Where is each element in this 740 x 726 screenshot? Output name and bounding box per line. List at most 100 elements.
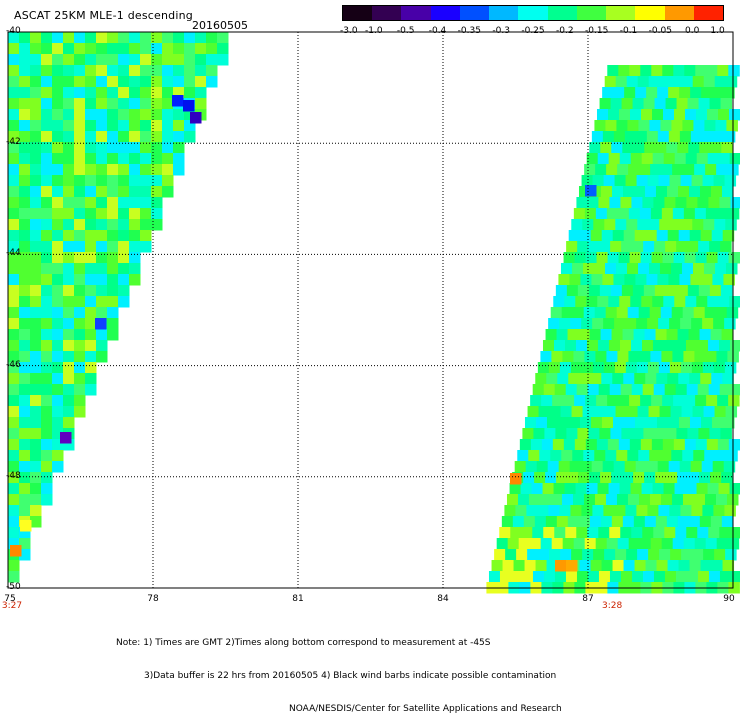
wind-cell	[639, 164, 651, 176]
wind-cell	[8, 274, 20, 286]
wind-cell	[8, 197, 20, 209]
wind-cell	[695, 65, 707, 77]
wind-cell	[30, 516, 42, 528]
wind-cell	[671, 307, 684, 319]
wind-cell	[530, 395, 542, 407]
wind-cell	[673, 109, 686, 121]
wind-cell	[140, 98, 152, 110]
wind-cell	[63, 373, 75, 385]
wind-cell	[625, 175, 638, 187]
wind-cell	[96, 329, 108, 341]
wind-cell	[30, 219, 42, 231]
wind-cell	[543, 384, 556, 396]
wind-cell	[693, 494, 706, 506]
wind-cell	[596, 109, 609, 121]
wind-cell	[513, 560, 526, 572]
wind-cell	[606, 351, 618, 363]
wind-cell	[499, 527, 511, 539]
wind-cell	[140, 120, 152, 132]
wind-cell	[631, 197, 643, 209]
wind-cell	[724, 318, 736, 330]
wind-cell	[659, 219, 671, 231]
wind-cell	[545, 516, 558, 528]
wind-cell	[501, 516, 514, 528]
wind-cell	[651, 439, 664, 451]
wind-cell	[8, 483, 20, 495]
wind-cell	[556, 329, 569, 341]
wind-cell	[717, 109, 730, 121]
wind-cell	[585, 252, 598, 264]
wind-cell	[720, 241, 732, 253]
wind-cell	[664, 197, 676, 209]
wind-cell	[519, 439, 532, 451]
wind-cell	[184, 54, 196, 66]
wind-cell	[8, 131, 20, 143]
wind-cell	[63, 274, 75, 286]
wind-cell	[668, 87, 680, 99]
wind-cell	[603, 505, 615, 517]
wind-cell	[41, 307, 53, 319]
wind-cell	[522, 428, 534, 440]
wind-cell	[562, 351, 574, 363]
wind-cell	[646, 274, 658, 286]
wind-cell	[173, 153, 185, 165]
wind-cell	[709, 241, 721, 253]
wind-cell	[703, 76, 716, 88]
footnotes: Note: 1) Times are GMT 2)Times along bot…	[116, 616, 562, 726]
wind-cell	[74, 307, 86, 319]
wind-cell	[592, 362, 605, 374]
wind-cell	[673, 252, 686, 264]
wind-cell	[63, 351, 75, 363]
wind-cell	[107, 296, 119, 308]
wind-cell	[19, 505, 31, 517]
wind-cell	[671, 450, 683, 462]
wind-cell	[217, 32, 229, 44]
wind-cell	[19, 219, 31, 231]
wind-cell	[631, 571, 644, 583]
wind-cell	[563, 439, 576, 451]
wind-cell	[74, 175, 86, 187]
wind-cell	[680, 175, 693, 187]
wind-cell	[537, 505, 549, 517]
wind-cell	[8, 472, 20, 484]
wind-cell	[30, 439, 42, 451]
wind-cell	[184, 109, 196, 121]
wind-cell	[716, 164, 728, 176]
wind-cell	[670, 76, 683, 88]
wind-cell	[30, 406, 42, 418]
wind-cell	[660, 450, 672, 462]
wind-cell	[30, 340, 42, 352]
wind-cell	[660, 120, 672, 132]
wind-cell	[118, 109, 130, 121]
wind-cell	[649, 450, 661, 462]
wind-cell	[572, 307, 585, 319]
colorbar-label: -0.25	[521, 26, 545, 36]
wind-cell	[74, 142, 86, 154]
wind-cell	[537, 362, 550, 374]
wind-cell	[96, 87, 108, 99]
wind-cell	[63, 384, 75, 396]
wind-cell	[586, 296, 598, 308]
wind-cell	[617, 208, 630, 220]
wind-cell	[577, 285, 590, 297]
lat-tick-label: -44	[6, 248, 21, 259]
wind-cell	[618, 439, 631, 451]
colorbar-segment	[518, 6, 548, 20]
wind-cell	[41, 406, 53, 418]
wind-cell	[52, 142, 64, 154]
wind-cell	[30, 186, 42, 198]
wind-cell	[41, 197, 53, 209]
wind-cell	[629, 65, 641, 77]
wind-cell	[63, 98, 75, 110]
colorbar-segment	[343, 6, 373, 20]
wind-cell	[52, 439, 64, 451]
wind-cell	[728, 109, 740, 121]
wind-cell	[667, 560, 680, 572]
wind-cell	[107, 164, 119, 176]
wind-cell	[561, 494, 574, 506]
wind-cell	[60, 432, 72, 444]
wind-cell	[527, 549, 539, 561]
wind-cell	[129, 175, 141, 187]
wind-cell	[129, 131, 141, 143]
wind-cell	[689, 230, 702, 242]
